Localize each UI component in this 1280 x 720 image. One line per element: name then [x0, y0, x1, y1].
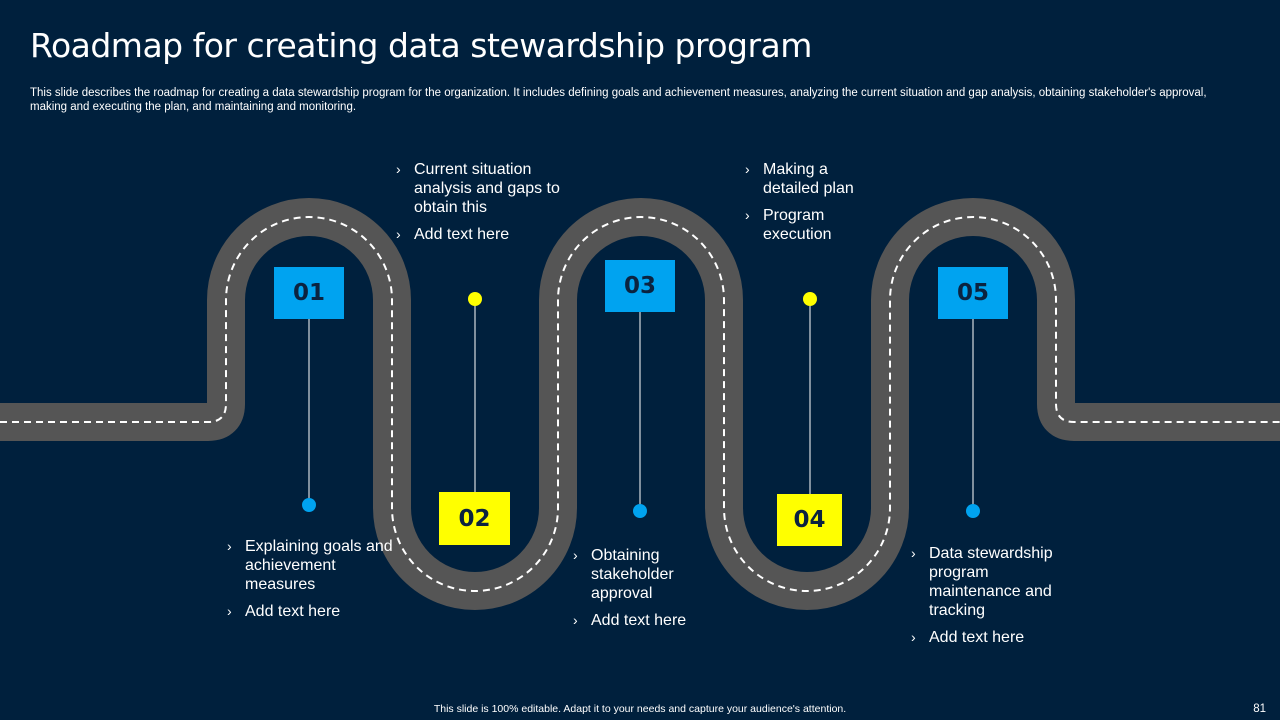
step-badge-04: 04: [777, 494, 842, 546]
chevron-right-icon: ›: [573, 612, 578, 628]
step-badge-02: 02: [439, 492, 510, 545]
footer-note: This slide is 100% editable. Adapt it to…: [433, 703, 847, 715]
chevron-right-icon: ›: [227, 538, 232, 554]
list-item: › Explaining goals and achievement measur…: [227, 538, 393, 593]
chevron-right-icon: ›: [396, 226, 401, 242]
list-item: › Making a detailed plan: [745, 161, 854, 197]
chevron-right-icon: ›: [911, 629, 916, 645]
step-05-text: › Data stewardship program maintenance an…: [911, 544, 1066, 655]
chevron-right-icon: ›: [227, 603, 232, 619]
step-02-text: › Current situation analysis and gaps to …: [396, 160, 571, 252]
step-04-text: › Making a detailed plan › Program executi…: [745, 160, 875, 252]
slide-description: This slide describes the roadmap for cre…: [30, 87, 1207, 113]
list-item: › Current situation analysis and gaps to …: [396, 161, 560, 216]
step-badge-05: 05: [938, 267, 1008, 319]
connector-dot-03: [633, 504, 647, 518]
connector-dot-05: [966, 504, 980, 518]
chevron-right-icon: ›: [573, 547, 578, 563]
step-03-text: › Obtaining stakeholder approval › Add tex…: [573, 546, 723, 638]
chevron-right-icon: ›: [911, 545, 916, 561]
connector-dot-02: [468, 292, 482, 306]
connector-dot-01: [302, 498, 316, 512]
list-item: › Data stewardship program maintenance an…: [911, 545, 1053, 619]
step-badge-03: 03: [605, 260, 675, 312]
list-item: › Program execution: [745, 207, 832, 243]
list-item: › Add text here: [396, 226, 510, 243]
slide-title: Roadmap for creating data stewardship pr…: [30, 26, 812, 65]
road-center-line: [0, 216, 1280, 592]
list-item: › Obtaining stakeholder approval: [573, 547, 674, 602]
chevron-right-icon: ›: [396, 161, 401, 177]
chevron-right-icon: ›: [745, 207, 750, 223]
list-item: › Add text here: [227, 603, 341, 620]
chevron-right-icon: ›: [745, 161, 750, 177]
list-item: › Add text here: [911, 629, 1025, 646]
page-number: 81: [1253, 703, 1266, 715]
list-item: › Add text here: [573, 612, 687, 629]
connector-dot-04: [803, 292, 817, 306]
step-01-text: › Explaining goals and achievement measur…: [227, 537, 402, 629]
step-badge-01: 01: [274, 267, 344, 319]
